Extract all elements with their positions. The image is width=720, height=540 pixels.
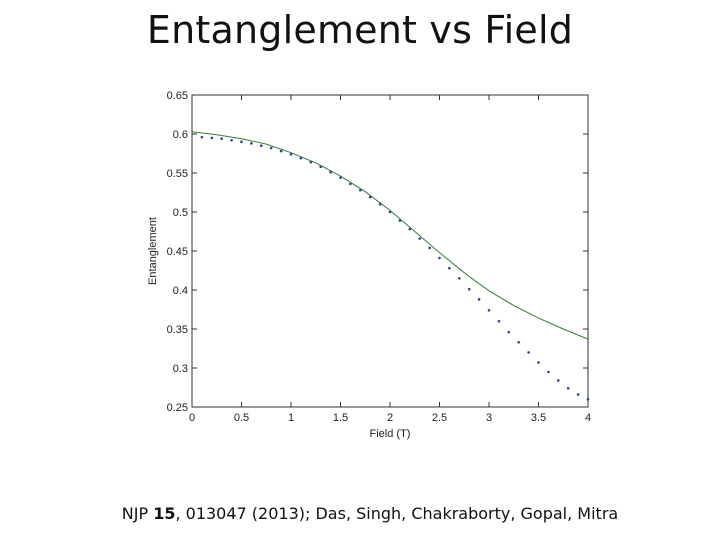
x-tick-label: 1 — [288, 412, 294, 424]
data-point-experiment — [418, 237, 422, 240]
data-point-experiment — [319, 165, 322, 169]
data-point-experiment — [497, 319, 501, 323]
x-axis-label: Field (T) — [370, 428, 411, 440]
data-point-experiment — [557, 379, 560, 382]
data-point-experiment — [309, 160, 313, 164]
y-tick-label: 0.25 — [167, 402, 188, 414]
data-point-experiment — [250, 142, 253, 145]
data-point-experiment — [438, 256, 441, 260]
data-point-experiment — [547, 370, 550, 374]
data-point-experiment — [408, 227, 412, 231]
data-point-experiment — [428, 246, 431, 250]
data-point-experiment — [260, 144, 263, 147]
data-point-experiment — [448, 266, 451, 270]
data-point-experiment — [329, 170, 332, 174]
data-point-experiment — [507, 330, 511, 334]
y-tick-label: 0.55 — [167, 168, 188, 180]
data-point-experiment — [210, 136, 214, 140]
data-point-experiment — [240, 140, 243, 144]
x-tick-label: 3 — [486, 412, 492, 424]
data-point-experiment — [527, 351, 530, 354]
y-tick-label: 0.45 — [167, 246, 188, 258]
citation-prefix: NJP — [121, 504, 154, 523]
y-tick-label: 0.5 — [173, 207, 188, 219]
data-point-experiment — [220, 137, 223, 140]
x-tick-label: 0 — [189, 412, 195, 424]
data-point-experiment — [368, 195, 372, 199]
data-point-experiment — [477, 298, 481, 301]
chart-container: 0 0.5 1 1.5 2 2.5 3 3.5 4 0.25 0.3 0.35 0.4 0.45 0.5 0… — [140, 85, 600, 455]
y-tick-label: 0.6 — [173, 129, 188, 141]
x-tick-label: 3.5 — [531, 412, 546, 424]
x-tick-label: 2 — [387, 412, 393, 424]
slide-title: Entanglement vs Field — [146, 8, 574, 52]
data-point-experiment — [378, 202, 382, 206]
data-point-experiment — [458, 277, 461, 280]
data-point-experiment — [230, 138, 233, 142]
data-point-experiment — [269, 146, 273, 150]
citation-rest: , 013047 (2013); Das, Singh, Chakraborty… — [175, 504, 619, 523]
data-point-experiment — [586, 397, 590, 401]
data-point-experiment — [349, 182, 352, 186]
y-tick-label: 0.35 — [167, 324, 188, 336]
y-tick-label: 0.65 — [167, 90, 188, 102]
data-point-experiment — [299, 156, 303, 160]
data-point-experiment — [359, 188, 362, 192]
x-tick-label: 1.5 — [333, 412, 348, 424]
data-point-experiment — [576, 393, 580, 396]
y-tick-label: 0.4 — [173, 285, 188, 297]
series-line-theory — [191, 131, 589, 340]
y-axis-label: Entanglement — [147, 217, 159, 285]
data-point-experiment — [200, 135, 204, 139]
entanglement-chart: 0 0.5 1 1.5 2 2.5 3 3.5 4 0.250.30.350.40.450.50… — [147, 90, 591, 440]
data-point-experiment — [467, 287, 471, 291]
data-point-experiment — [487, 308, 491, 312]
citation-volume: 15 — [153, 504, 176, 523]
data-point-experiment — [388, 210, 392, 214]
data-point-experiment — [566, 386, 570, 390]
data-point-experiment — [279, 149, 283, 153]
y-axis-ticks: 0.25 0.3 0.35 0.4 0.45 0.5 0.55 0.6 0.65 — [167, 90, 588, 414]
y-tick-label: 0.3 — [173, 363, 188, 375]
x-tick-label: 0.5 — [234, 412, 249, 424]
data-point-experiment — [339, 176, 342, 179]
plot-frame — [191, 94, 589, 408]
x-tick-label: 4 — [585, 412, 591, 424]
series-layer — [191, 131, 590, 401]
x-tick-label: 2.5 — [432, 412, 447, 424]
data-point-experiment — [537, 361, 540, 364]
x-axis-ticks: 0 0.5 1 1.5 2 2.5 3 3.5 4 — [189, 95, 591, 424]
data-point-experiment — [289, 152, 293, 156]
data-point-experiment — [398, 219, 402, 222]
citation: NJP 15, 013047 (2013); Das, Singh, Chakr… — [0, 504, 720, 523]
data-point-experiment — [517, 340, 520, 344]
